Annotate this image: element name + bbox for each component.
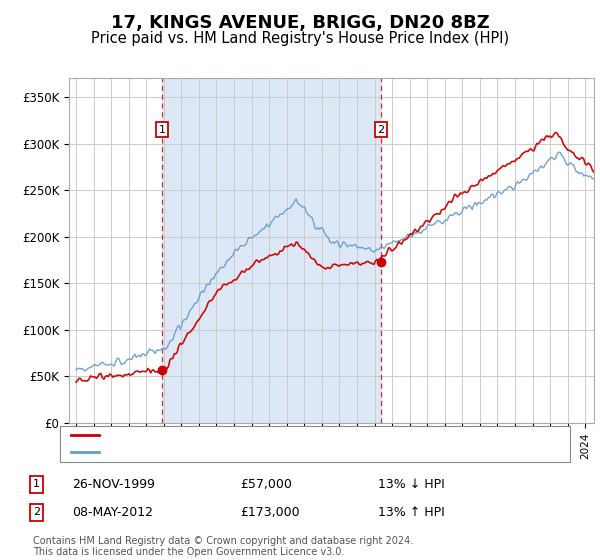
Text: 17, KINGS AVENUE, BRIGG, DN20 8BZ (detached house): 17, KINGS AVENUE, BRIGG, DN20 8BZ (detac… bbox=[105, 431, 418, 440]
Text: 13% ↑ HPI: 13% ↑ HPI bbox=[378, 506, 445, 519]
Text: 1: 1 bbox=[158, 124, 166, 134]
Bar bbox=[162, 78, 381, 423]
Text: £57,000: £57,000 bbox=[240, 478, 292, 491]
Text: Price paid vs. HM Land Registry's House Price Index (HPI): Price paid vs. HM Land Registry's House … bbox=[91, 31, 509, 46]
Text: 2: 2 bbox=[377, 124, 385, 134]
Text: 13% ↓ HPI: 13% ↓ HPI bbox=[378, 478, 445, 491]
Bar bbox=[162, 78, 381, 423]
Text: HPI: Average price, detached house, North Lincolnshire: HPI: Average price, detached house, Nort… bbox=[105, 447, 413, 457]
Text: 08-MAY-2012: 08-MAY-2012 bbox=[72, 506, 153, 519]
Text: Contains HM Land Registry data © Crown copyright and database right 2024.
This d: Contains HM Land Registry data © Crown c… bbox=[33, 535, 413, 557]
Text: 26-NOV-1999: 26-NOV-1999 bbox=[72, 478, 155, 491]
Text: 2: 2 bbox=[33, 507, 40, 517]
Text: 1: 1 bbox=[33, 479, 40, 489]
Text: £173,000: £173,000 bbox=[240, 506, 299, 519]
Text: 17, KINGS AVENUE, BRIGG, DN20 8BZ: 17, KINGS AVENUE, BRIGG, DN20 8BZ bbox=[110, 14, 490, 32]
